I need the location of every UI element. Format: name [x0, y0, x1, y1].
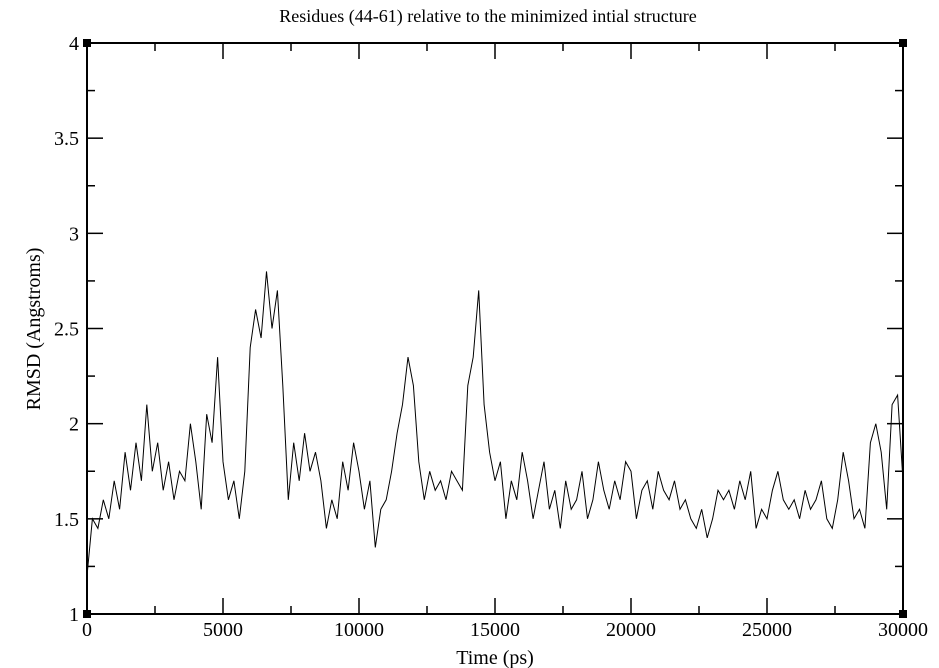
x-axis-label: Time (ps) — [456, 647, 534, 668]
y-tick-label: 1 — [69, 604, 79, 626]
tick-labels: 0 5000 10000 15000 20000 25000 30000 1 1.5 2 2.5 3 3… — [54, 33, 928, 641]
corner-handle — [83, 39, 91, 47]
corner-handle — [899, 610, 907, 618]
y-tick-label: 3.5 — [54, 128, 79, 150]
corner-handles — [83, 39, 907, 618]
y-tick-label: 2.5 — [54, 319, 79, 341]
corner-handle — [899, 39, 907, 47]
x-tick-label: 10000 — [334, 619, 384, 641]
y-tick-label: 2 — [69, 414, 79, 436]
x-tick-label: 25000 — [742, 619, 792, 641]
x-tick-label: 30000 — [878, 619, 928, 641]
y-tick-label: 1.5 — [54, 509, 79, 531]
x-tick-label: 0 — [82, 619, 92, 641]
y-tick-label: 4 — [69, 33, 79, 55]
y-axis-label: RMSD (Angstroms) — [23, 248, 45, 411]
x-tick-label: 5000 — [203, 619, 243, 641]
axis-ticks — [86, 42, 904, 615]
plot-frame — [86, 42, 904, 615]
x-tick-label: 20000 — [606, 619, 656, 641]
corner-handle — [83, 610, 91, 618]
chart-title: Residues (44-61) relative to the minimiz… — [279, 6, 696, 27]
y-tick-label: 3 — [69, 223, 79, 245]
x-tick-label: 15000 — [470, 619, 520, 641]
rmsd-series-line — [86, 271, 904, 576]
